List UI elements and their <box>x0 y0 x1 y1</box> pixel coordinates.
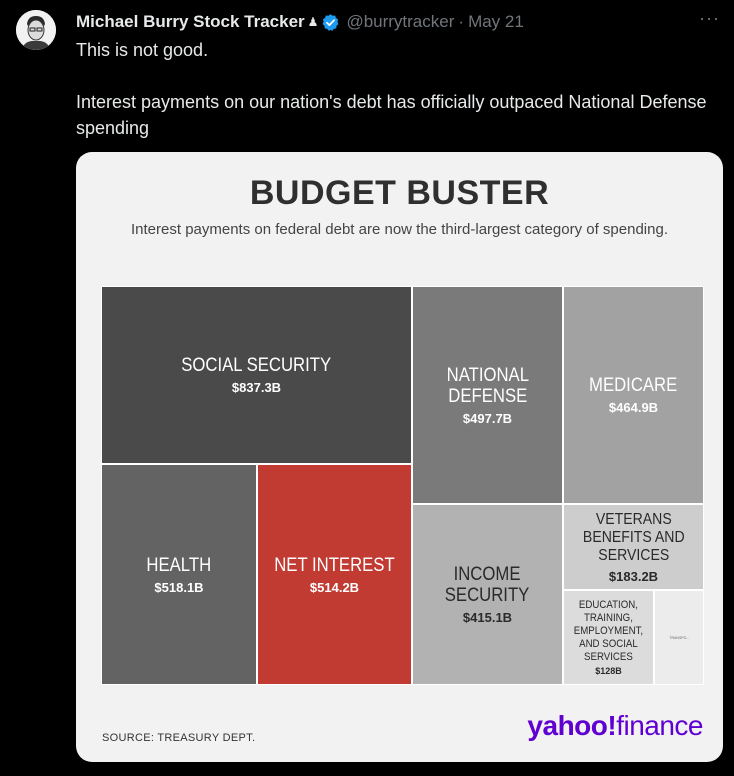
tile-value: $415.1B <box>462 610 513 625</box>
tweet-date[interactable]: May 21 <box>468 12 524 31</box>
treemap-tile-income-security: INCOME SECURITY $415.1B <box>412 504 563 685</box>
tile-value: $464.9B <box>608 400 659 415</box>
source-note: SOURCE: TREASURY DEPT. <box>102 732 256 744</box>
tile-label: SOCIAL SECURITY <box>181 355 332 376</box>
tile-label: MEDICARE <box>589 375 678 396</box>
more-options-icon[interactable]: ··· <box>699 8 720 28</box>
tile-label: TRANSPO... <box>669 635 689 640</box>
author-handle[interactable]: @burrytracker <box>346 12 455 31</box>
tweet-image[interactable]: BUDGET BUSTER Interest payments on feder… <box>76 152 723 762</box>
separator-dot: · <box>458 12 465 31</box>
tile-label: NATIONAL DEFENSE <box>446 364 529 407</box>
tile-label: EDUCATION, TRAINING, EMPLOYMENT, AND SOC… <box>573 599 644 663</box>
tile-value: $128B <box>595 666 622 676</box>
verified-badge-icon <box>323 13 339 31</box>
avatar[interactable] <box>16 10 56 50</box>
treemap-tile-social-security: SOCIAL SECURITY $837.3B <box>101 286 412 464</box>
tweet-text-line: Interest payments on our nation's debt h… <box>76 92 707 138</box>
author-name[interactable]: Michael Burry Stock Tracker <box>76 12 305 31</box>
tile-value: $837.3B <box>231 380 282 395</box>
treemap-tile-national-defense: NATIONAL DEFENSE $497.7B <box>412 286 563 504</box>
tile-label: VETERANS BENEFITS AND SERVICES <box>582 510 685 564</box>
treemap-tile-veterans: VETERANS BENEFITS AND SERVICES $183.2B <box>563 504 704 590</box>
tile-value: $183.2B <box>608 568 659 584</box>
treemap-tile-health: HEALTH $518.1B <box>101 464 257 685</box>
tile-value: $497.7B <box>462 410 513 426</box>
chart-subtitle: Interest payments on federal debt are no… <box>131 221 668 238</box>
pawn-icon: ♟ <box>307 15 319 29</box>
tweet-text: This is not good. Interest payments on o… <box>76 37 716 141</box>
tile-label: INCOME SECURITY <box>445 564 530 606</box>
avatar-portrait-icon <box>16 10 56 50</box>
tweet-header: Michael Burry Stock Tracker ♟ @burrytrac… <box>76 11 524 33</box>
tile-label: HEALTH <box>146 554 212 576</box>
tile-label: NET INTEREST <box>274 554 395 576</box>
tile-value: $514.2B <box>309 579 360 595</box>
treemap-tile-net-interest: NET INTEREST $514.2B <box>257 464 412 685</box>
tweet-text-line: This is not good. <box>76 40 209 60</box>
logo-finance-text: finance <box>616 710 703 741</box>
treemap-tile-transportation: TRANSPO... <box>654 590 704 685</box>
treemap-tile-medicare: MEDICARE $464.9B <box>563 286 704 504</box>
tile-value: $518.1B <box>154 579 204 595</box>
chart-title: BUDGET BUSTER <box>249 174 550 212</box>
logo-yahoo-text: yahoo! <box>527 710 617 741</box>
yahoo-finance-logo: yahoo!finance <box>527 710 703 742</box>
treemap-tile-education: EDUCATION, TRAINING, EMPLOYMENT, AND SOC… <box>563 590 654 685</box>
